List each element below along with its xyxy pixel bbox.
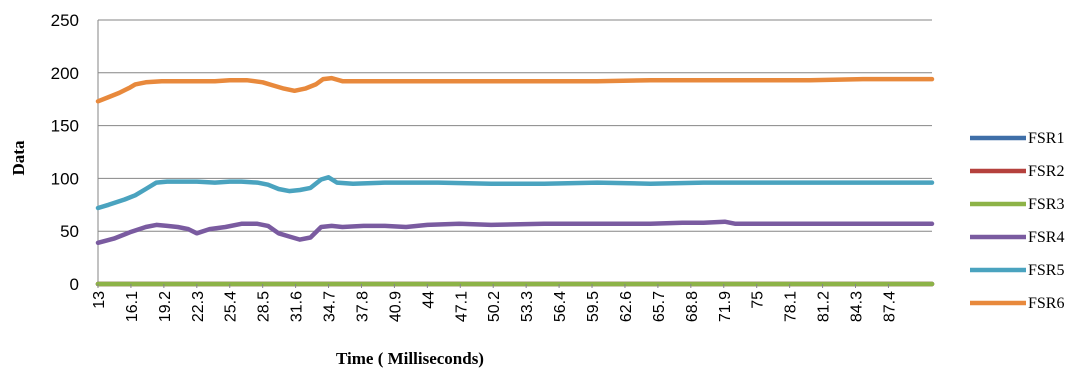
y-tick-label: 50 xyxy=(60,222,79,241)
x-tick-label: 37.8 xyxy=(354,291,371,322)
y-axis-title: Data xyxy=(9,140,28,175)
x-tick-label: 65.7 xyxy=(651,291,668,322)
x-tick-label: 22.3 xyxy=(190,291,207,322)
x-tick-label: 40.9 xyxy=(387,291,404,322)
legend-item-fsr1: FSR1 xyxy=(970,130,1064,147)
x-tick-label: 25.4 xyxy=(223,291,240,322)
y-tick-label: 0 xyxy=(70,275,79,294)
series-lines xyxy=(95,75,935,287)
legend-label: FSR3 xyxy=(1028,196,1064,213)
y-tick-label: 100 xyxy=(51,169,79,188)
y-tick-label: 250 xyxy=(51,11,79,30)
x-tick-label: 78.1 xyxy=(783,291,800,322)
y-tick-label: 150 xyxy=(51,117,79,136)
x-tick-label: 81.2 xyxy=(816,291,833,322)
x-tick-label: 13 xyxy=(91,291,108,309)
x-tick-label: 47.1 xyxy=(453,291,470,322)
x-tick-label: 31.6 xyxy=(289,291,306,322)
x-tick-label: 16.1 xyxy=(124,291,141,322)
x-tick-label: 87.4 xyxy=(881,291,898,322)
series-line-fsr4 xyxy=(95,219,935,246)
x-tick-label: 50.2 xyxy=(486,291,503,322)
x-tick-label: 56.4 xyxy=(552,291,569,322)
x-tick-label: 44 xyxy=(420,291,437,309)
legend-label: FSR1 xyxy=(1028,130,1064,147)
x-tick-label: 84.3 xyxy=(849,291,866,322)
plot-area xyxy=(97,20,932,285)
legend-item-fsr4: FSR4 xyxy=(970,229,1064,246)
x-tick-label: 75 xyxy=(750,291,767,309)
series-line-fsr5 xyxy=(95,175,935,211)
y-tick-label: 200 xyxy=(51,64,79,83)
x-tick-label: 28.5 xyxy=(256,291,273,322)
legend-item-fsr3: FSR3 xyxy=(970,196,1064,213)
x-axis-title: Time ( Milliseconds) xyxy=(336,349,484,368)
legend-item-fsr5: FSR5 xyxy=(970,262,1064,279)
x-tick-label: 62.6 xyxy=(618,291,635,322)
legend-item-fsr2: FSR2 xyxy=(970,163,1064,180)
legend-label: FSR4 xyxy=(1028,229,1064,246)
x-tick-label: 71.9 xyxy=(717,291,734,322)
x-tick-label: 19.2 xyxy=(157,291,174,322)
series-line-fsr6 xyxy=(95,75,935,104)
x-tick-label: 68.8 xyxy=(684,291,701,322)
legend-label: FSR6 xyxy=(1028,295,1064,312)
x-tick-label: 34.7 xyxy=(322,291,339,322)
y-axis-ticks: 0 50 100 150 200 250 xyxy=(51,11,79,294)
legend-label: FSR5 xyxy=(1028,262,1064,279)
legend-label: FSR2 xyxy=(1028,163,1064,180)
x-tick-label: 53.3 xyxy=(519,291,536,322)
legend: FSR1 FSR2 FSR3 FSR4 FSR5 FSR6 xyxy=(970,130,1064,312)
x-axis-ticks: 13 16.1 19.2 22.3 25.4 28.5 31.6 34.7 37.8 40.9 44… xyxy=(91,284,898,322)
grid-lines xyxy=(98,19,932,232)
x-tick-label: 59.5 xyxy=(585,291,602,322)
legend-item-fsr6: FSR6 xyxy=(970,295,1064,312)
